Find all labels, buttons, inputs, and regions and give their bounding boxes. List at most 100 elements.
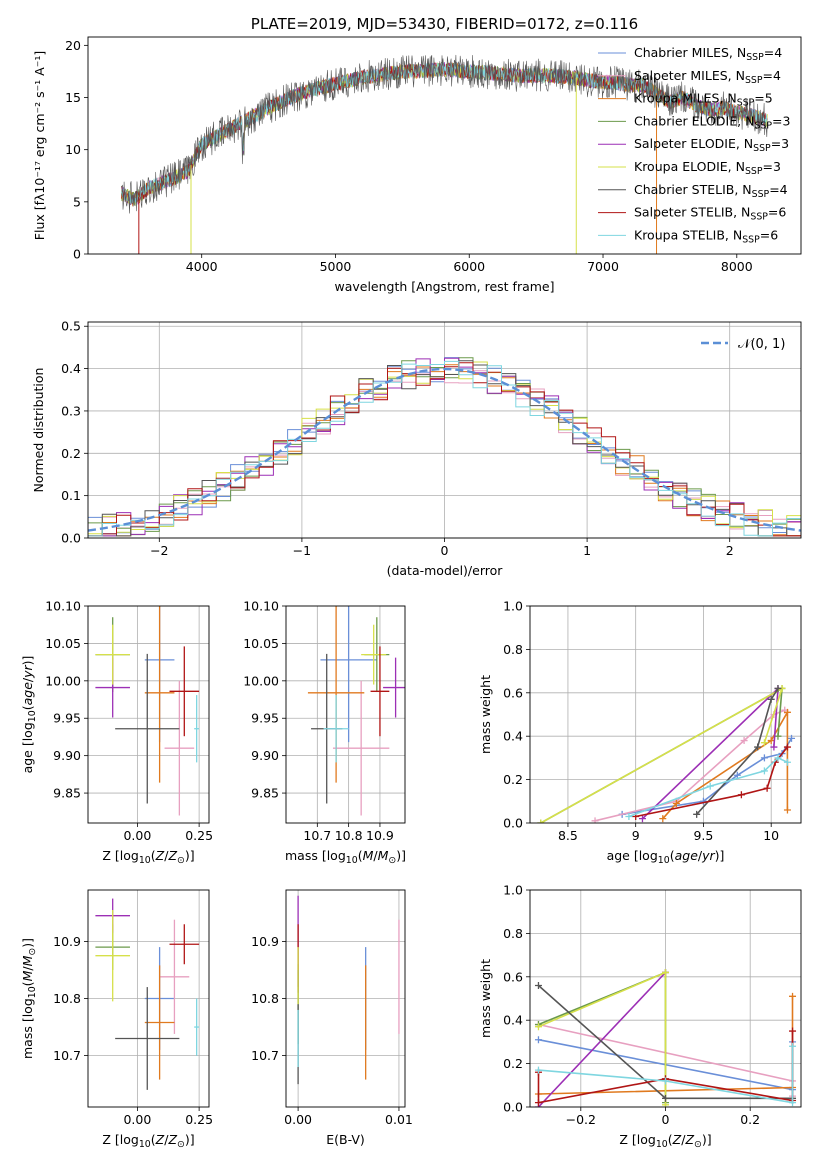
y-tick-label: 10.00 — [243, 673, 279, 688]
x-tick-label: 4000 — [186, 259, 218, 274]
y-tick-label: 9.95 — [53, 711, 81, 726]
x-axis-label: (data-model)/error — [387, 563, 504, 578]
weight-marker — [783, 806, 791, 814]
y-tick-label: 0.6 — [503, 685, 523, 700]
weight-marker — [733, 771, 741, 779]
plot-area — [88, 357, 801, 537]
legend-entry: Salpeter ELODIE, NSSP=3 — [634, 136, 789, 154]
weight-marker — [638, 815, 646, 823]
legend-entry: 𝒩(0, 1) — [738, 337, 785, 352]
x-tick-label: 9.5 — [693, 828, 713, 843]
weight-marker — [534, 1023, 542, 1031]
x-tick-label: 5000 — [320, 259, 352, 274]
y-tick-label: 0.8 — [503, 642, 523, 657]
panel-weight-vs-Z: −0.2 0 0.2 0.0 0.2 0.4 0.6 0.8 1.0 Z [log10(Z/Z⊙)… — [478, 883, 802, 1150]
y-tick-label: 9.85 — [53, 786, 81, 801]
y-tick-label: 9.90 — [53, 748, 81, 763]
legend-entry: Chabrier ELODIE, NSSP=3 — [634, 113, 790, 131]
weight-marker — [774, 684, 782, 692]
plot-frame — [87, 321, 802, 539]
x-tick-label: 0.00 — [284, 1112, 312, 1127]
plot-area — [297, 895, 400, 1085]
y-tick-label: 0 — [73, 247, 81, 262]
x-tick-label: 10.9 — [366, 828, 394, 843]
x-tick-label: 8000 — [721, 259, 753, 274]
weight-marker — [754, 743, 762, 751]
weight-marker — [788, 734, 796, 742]
x-tick-label: 9 — [632, 828, 640, 843]
x-axis-label: age [log10(age/yr)] — [607, 848, 725, 866]
y-tick-label: 10.05 — [243, 636, 279, 651]
weight-marker — [662, 968, 669, 976]
legend-entry: Salpeter STELIB, NSSP=6 — [634, 205, 786, 223]
plot-area — [121, 54, 768, 254]
weight-marker — [737, 791, 745, 799]
y-tick-label: 9.85 — [251, 786, 279, 801]
x-tick-label: 0.2 — [740, 1112, 760, 1127]
y-tick-label: 0.0 — [503, 816, 523, 831]
y-tick-label: 10 — [65, 142, 81, 157]
x-axis-label: wavelength [Angstrom, rest frame] — [334, 279, 554, 294]
x-tick-label: −0.2 — [566, 1112, 596, 1127]
y-tick-label: 0.4 — [61, 361, 81, 376]
y-tick-label: 10.9 — [251, 934, 279, 949]
plot-area — [307, 606, 405, 816]
weight-marker — [693, 810, 701, 818]
weight-line — [538, 1046, 794, 1104]
legend-entry: Chabrier MILES, NSSP=4 — [634, 45, 782, 63]
x-tick-label: 0 — [441, 543, 449, 558]
plot-area — [95, 898, 200, 1090]
weight-marker — [760, 754, 768, 762]
x-tick-label: 10.7 — [303, 828, 331, 843]
x-axis-label: Z [log10(Z/Z⊙)] — [102, 848, 194, 866]
y-tick-label: 10.10 — [45, 599, 81, 614]
weight-marker — [767, 737, 775, 745]
legend-entry: Salpeter MILES, NSSP=4 — [634, 68, 781, 86]
weight-marker — [534, 981, 542, 989]
plot-area — [95, 606, 200, 816]
weight-marker — [534, 1066, 542, 1074]
plot-frame — [529, 889, 802, 1108]
weight-line — [628, 756, 788, 818]
weight-marker — [591, 817, 599, 823]
residual-histogram — [88, 360, 801, 537]
x-tick-label: 0 — [662, 1112, 670, 1127]
x-tick-label: 8.5 — [558, 828, 578, 843]
x-axis-label: mass [log10(M/M⊙)] — [285, 848, 406, 866]
x-tick-label: 0.25 — [185, 1112, 213, 1127]
x-tick-label: 10.8 — [335, 828, 363, 843]
plot-area — [534, 968, 797, 1107]
x-tick-label: 2 — [726, 543, 734, 558]
weight-marker — [537, 819, 545, 823]
y-tick-label: 1.0 — [503, 883, 523, 898]
y-tick-label: 20 — [65, 38, 81, 53]
legend-entry: Chabrier STELIB, NSSP=4 — [634, 182, 788, 200]
y-tick-label: 1.0 — [503, 599, 523, 614]
weight-line — [540, 686, 784, 823]
x-axis-label: Z [log10(Z/Z⊙)] — [102, 1132, 194, 1150]
legend-entry: Kroupa MILES, NSSP=5 — [634, 91, 773, 109]
weight-marker — [659, 815, 667, 823]
weight-marker — [534, 1036, 542, 1044]
y-axis-label: mass weight — [478, 675, 493, 754]
weight-marker — [625, 812, 633, 820]
y-tick-label: 0.6 — [503, 969, 523, 984]
y-axis-label: age [log10(age/yr)] — [20, 656, 38, 774]
weight-marker — [760, 767, 768, 775]
weight-marker — [534, 1099, 542, 1107]
x-axis-label: E(B-V) — [326, 1132, 365, 1147]
plot-frame — [285, 889, 406, 1108]
panel-residuals: −2 −1 0 1 2 0.0 0.1 0.2 0.3 0.4 0.5 (data-model)/er… — [31, 319, 802, 578]
x-tick-label: 10 — [763, 828, 779, 843]
plot-frame — [87, 889, 210, 1108]
panel-weight-vs-age: 8.5 9 9.5 10 0.0 0.2 0.4 0.6 0.8 1.0 age [log10(ag… — [478, 599, 802, 866]
weight-marker — [706, 782, 714, 790]
plot-frame — [87, 605, 210, 824]
panel-age-vs-Z: 0.00 0.25 9.85 9.90 9.95 10.00 10.05 10.10 Z [lo… — [20, 599, 213, 867]
y-tick-label: 0.1 — [61, 488, 81, 503]
weight-line — [537, 971, 667, 1107]
y-tick-label: 0.0 — [61, 531, 81, 546]
y-tick-label: 10.05 — [45, 636, 81, 651]
y-tick-label: 0.2 — [503, 1056, 523, 1071]
weight-marker — [789, 1099, 797, 1107]
